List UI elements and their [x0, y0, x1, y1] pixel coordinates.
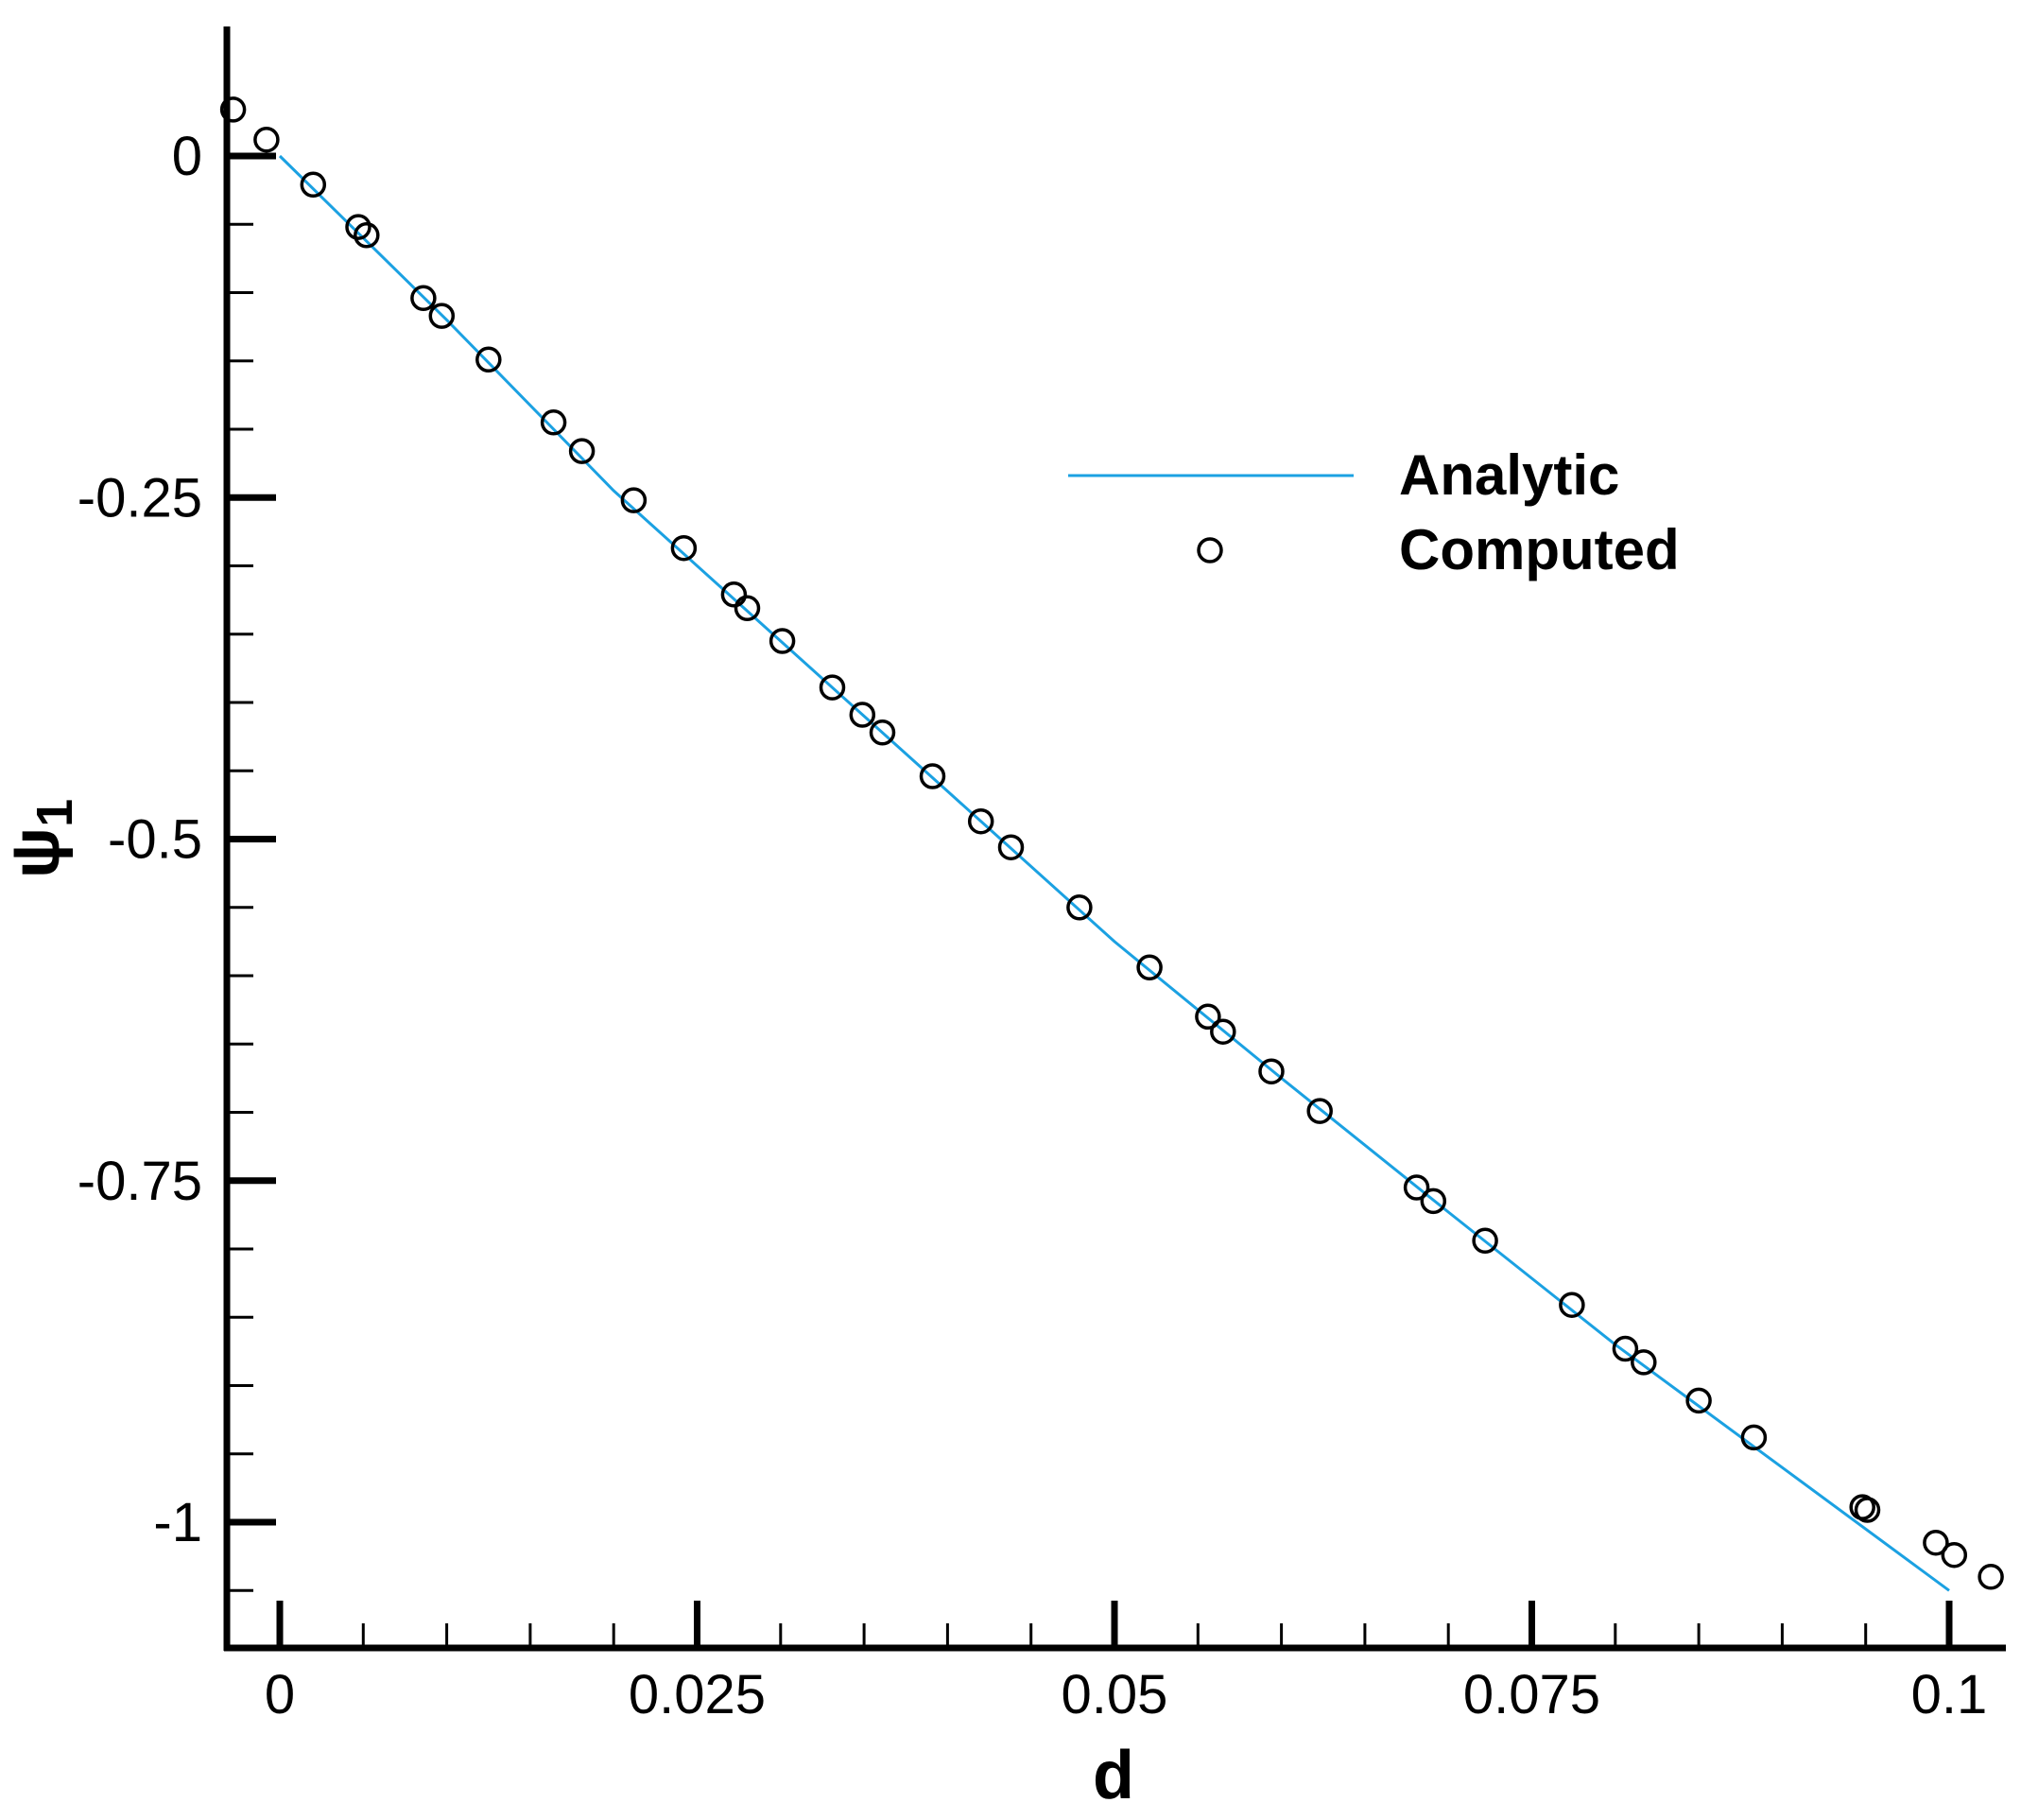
computed-point	[219, 96, 247, 123]
computed-point	[1472, 1227, 1498, 1255]
computed-point	[1195, 1003, 1221, 1031]
computed-point	[354, 222, 380, 249]
computed-point	[1740, 1424, 1768, 1451]
computed-point	[1941, 1541, 1968, 1569]
computed-point	[720, 581, 748, 608]
computed-point	[1854, 1497, 1881, 1523]
computed-point	[1978, 1564, 2004, 1590]
computed-point	[1631, 1349, 1657, 1376]
computed-point	[1136, 954, 1163, 981]
x-tick-label: 0.075	[1463, 1664, 1600, 1725]
y-axis-title-sub: 1	[26, 799, 83, 827]
computed-point	[253, 126, 280, 153]
computed-point	[300, 171, 327, 199]
y-tick-label: -0.75	[78, 1151, 202, 1212]
computed-point	[475, 346, 502, 373]
computed-point	[849, 702, 876, 728]
y-tick-label: 0	[172, 126, 202, 187]
computed-point	[1420, 1187, 1447, 1215]
computed-point	[540, 409, 567, 436]
computed-point	[734, 595, 761, 622]
computed-point	[670, 534, 698, 562]
axes: 0 -0.25 -0.5 -0.75 -1 0 0.025 0.05 0.075 0.1	[78, 26, 2006, 1725]
computed-point	[428, 303, 456, 329]
computed-point	[1559, 1291, 1585, 1318]
y-axis-title-main: ψ	[0, 827, 74, 878]
computed-point	[1403, 1174, 1430, 1201]
computed-point	[997, 834, 1025, 860]
y-axis-title: ψ1	[0, 799, 83, 878]
x-tick-label: 0.05	[1062, 1664, 1168, 1725]
computed-point	[1066, 894, 1093, 921]
computed-point	[1612, 1335, 1639, 1362]
y-tick-label: -1	[153, 1492, 202, 1553]
x-tick-label: 0.025	[629, 1664, 766, 1725]
computed-point	[869, 719, 896, 746]
computed-point	[1306, 1098, 1333, 1124]
computed-point	[819, 674, 846, 701]
computed-point	[1258, 1058, 1285, 1084]
computed-point	[568, 438, 596, 464]
x-tick-label: 0.1	[1911, 1664, 1988, 1725]
computed-point	[410, 285, 437, 312]
computed-point	[1685, 1387, 1712, 1414]
computed-point	[620, 487, 648, 513]
analytic-line	[278, 154, 1950, 1592]
legend: Analytic Computed	[1068, 443, 1680, 581]
legend-label-analytic: Analytic	[1399, 443, 1619, 507]
y-tick-label: -0.25	[78, 467, 202, 529]
computed-point	[967, 807, 994, 835]
legend-label-computed: Computed	[1399, 518, 1680, 581]
computed-point	[1210, 1018, 1236, 1045]
x-tick-label: 0	[265, 1664, 295, 1725]
y-tick-label: -0.5	[108, 809, 202, 871]
x-axis-title: d	[1093, 1738, 1134, 1813]
computed-point	[769, 628, 796, 654]
computed-point	[1923, 1529, 1949, 1556]
legend-marker-computed	[1197, 537, 1223, 563]
plot-area	[219, 96, 2004, 1592]
computed-point	[919, 763, 946, 789]
computed-point	[345, 214, 371, 240]
